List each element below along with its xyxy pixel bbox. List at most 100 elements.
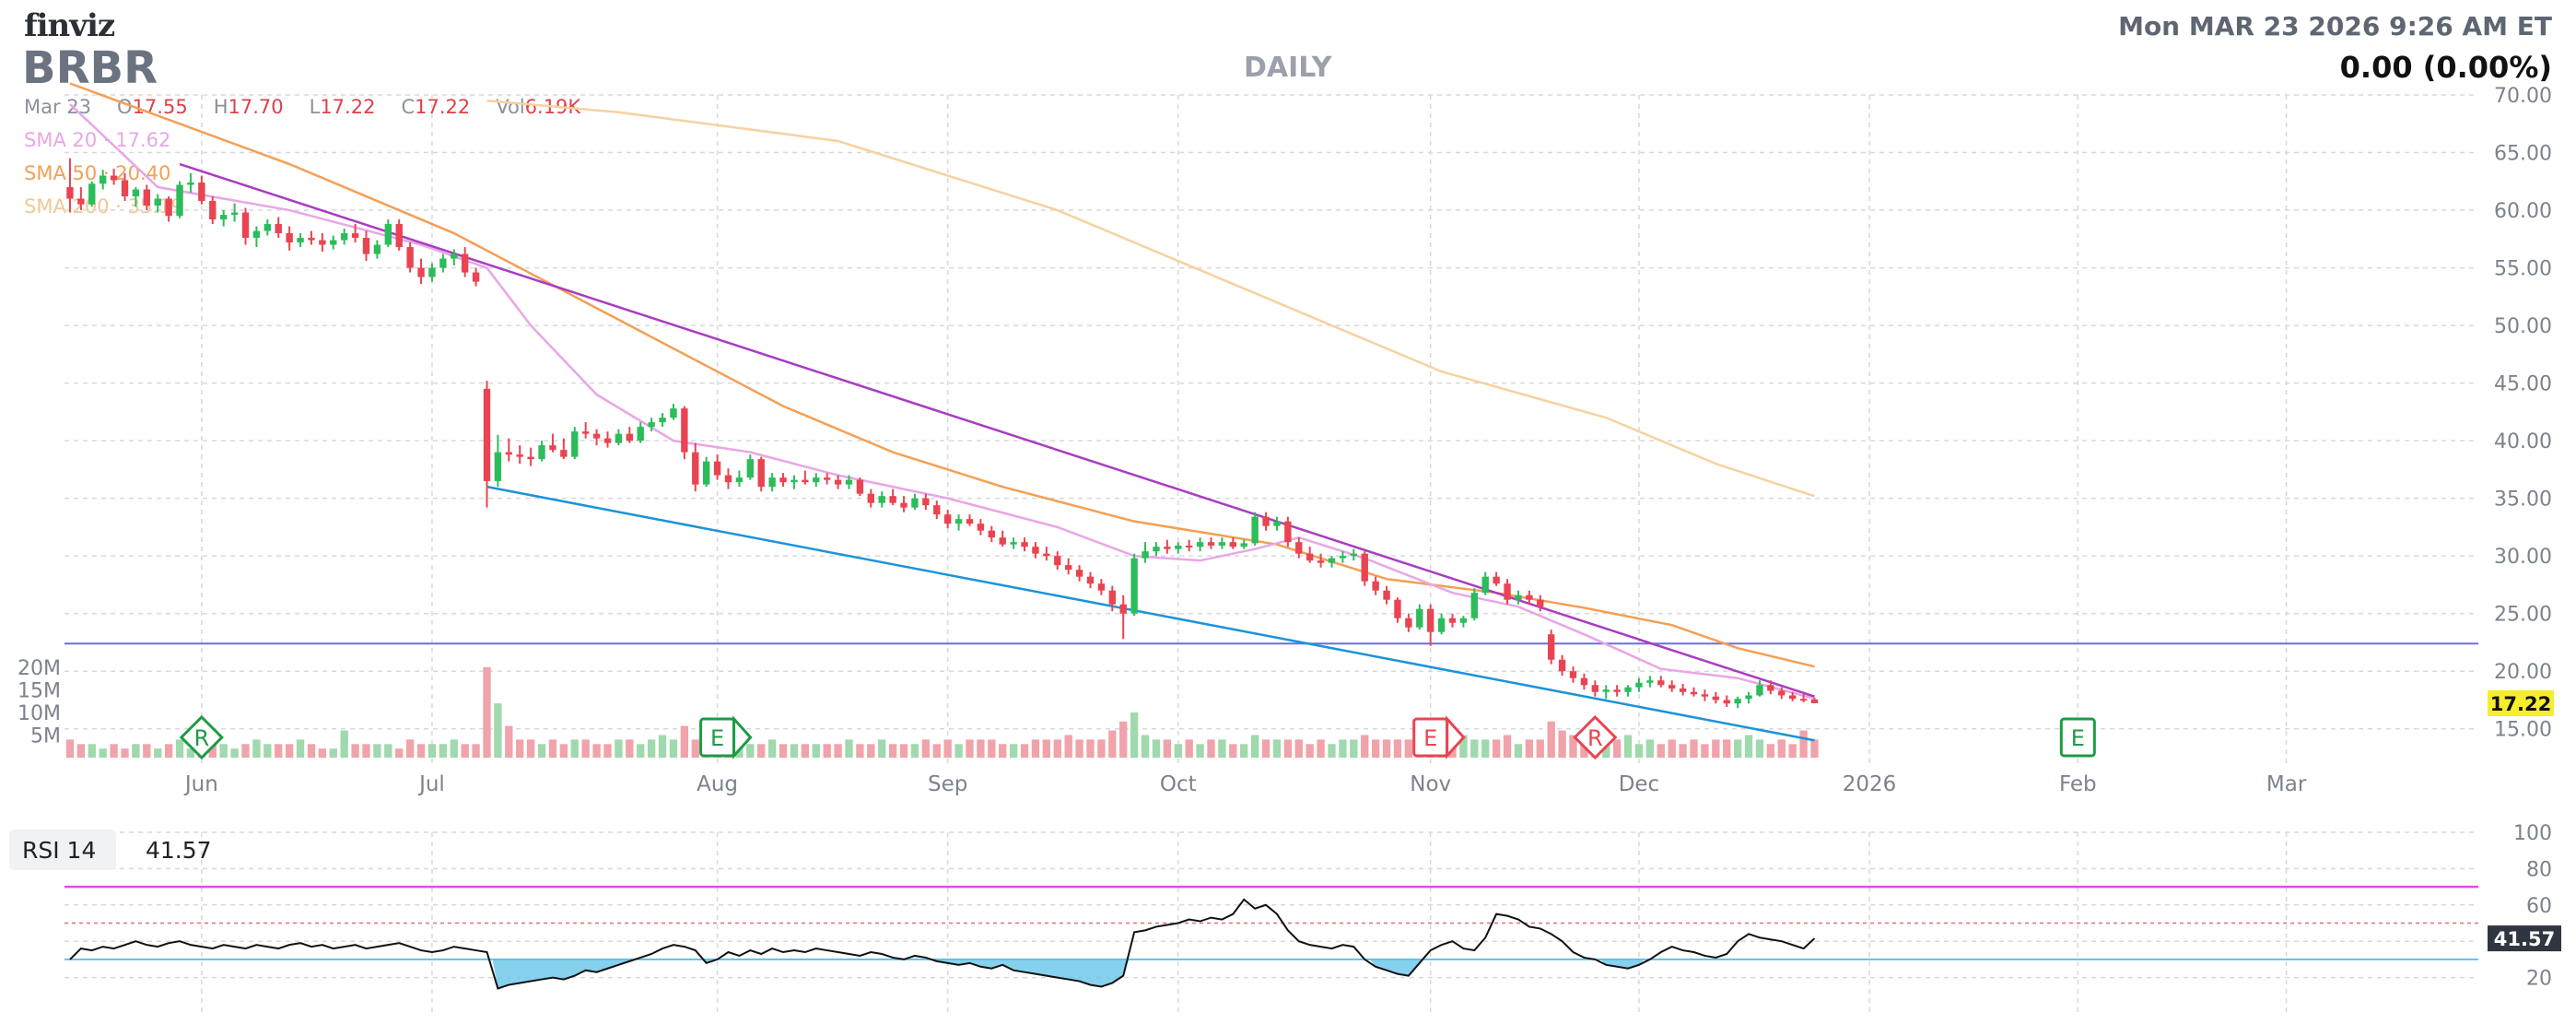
- volume-label: Vol: [496, 96, 525, 118]
- candle-body: [286, 233, 293, 243]
- volume-bar: [373, 744, 381, 758]
- volume-bar: [395, 748, 404, 758]
- volume-bar: [592, 744, 601, 758]
- rsi-last-label: 41.57: [2494, 928, 2555, 950]
- candle-body: [362, 238, 370, 254]
- volume-bar: [779, 744, 788, 758]
- candle-body: [1306, 553, 1314, 561]
- volume-bar: [1371, 739, 1380, 758]
- candle-body: [1580, 677, 1588, 686]
- volume-bar: [878, 739, 886, 758]
- volume-bar: [351, 744, 359, 758]
- candle-body: [516, 454, 523, 457]
- sma20-legend: SMA 20 · 17.62: [24, 129, 171, 151]
- candle-body: [351, 233, 359, 239]
- event-marker-label: E: [2071, 725, 2085, 751]
- volume-bar: [427, 744, 437, 758]
- candle-body: [571, 431, 579, 457]
- volume-bar: [1272, 739, 1282, 758]
- price-tick-label: 50.00: [2494, 315, 2552, 338]
- volume-bar: [1733, 739, 1742, 758]
- candle-body: [384, 224, 392, 245]
- candle-body: [1679, 688, 1687, 692]
- volume-bar: [999, 744, 1007, 758]
- volume-bar: [1185, 739, 1193, 758]
- candle-body: [1657, 680, 1665, 686]
- candle-body: [1537, 599, 1544, 607]
- open-value: 17.55: [132, 96, 188, 118]
- volume-bar: [1558, 730, 1566, 758]
- candle-body: [1196, 542, 1204, 547]
- volume-bar: [318, 748, 327, 758]
- volume-bar: [1766, 744, 1775, 758]
- month-label: Sep: [928, 772, 967, 796]
- candle-body: [1459, 618, 1468, 623]
- volume-bar: [121, 748, 129, 758]
- event-marker-icon: [179, 714, 224, 760]
- volume-bar: [767, 739, 777, 758]
- finviz-logo[interactable]: finviz: [24, 7, 115, 44]
- candle-body: [834, 479, 842, 485]
- candle-body: [165, 198, 172, 217]
- volume-tick-label: 5M: [30, 724, 61, 748]
- rsi-last-badge: [2488, 925, 2561, 952]
- rsi-tick-label: 60: [2526, 895, 2552, 918]
- candle-body: [527, 456, 534, 460]
- volume-bar: [1755, 739, 1764, 758]
- datetime-label: Mon MAR 23 2026 9:26 AM ET: [2118, 11, 2552, 41]
- candle-body: [900, 502, 907, 508]
- candle-body: [648, 422, 655, 428]
- candle-body: [1021, 542, 1028, 547]
- candle-body: [1295, 542, 1303, 554]
- close-label: C: [401, 96, 416, 118]
- candle-body: [1558, 659, 1566, 672]
- event-marker-label: R: [194, 725, 210, 751]
- candle-body: [615, 433, 623, 443]
- volume-bar: [691, 739, 699, 758]
- candle-body: [581, 431, 590, 434]
- volume-bar: [483, 666, 491, 758]
- candle-body: [252, 230, 261, 239]
- candle-body: [1426, 608, 1434, 632]
- candle-body: [1175, 545, 1182, 549]
- candle-body: [1745, 695, 1752, 700]
- rsi-tick-label: 100: [2513, 822, 2552, 845]
- volume-bar: [615, 739, 623, 758]
- month-label: Jul: [417, 772, 445, 796]
- volume-bar: [637, 744, 645, 758]
- candle-body: [88, 183, 96, 205]
- volume-bar: [405, 739, 415, 758]
- candle-body: [1394, 599, 1401, 618]
- volume-bar: [132, 744, 140, 758]
- candle-body: [911, 498, 919, 508]
- candle-body: [1646, 680, 1654, 683]
- volume-bar: [1350, 739, 1358, 758]
- candle-body: [1108, 590, 1117, 605]
- candle-body: [439, 258, 447, 268]
- volume-bar: [658, 735, 667, 758]
- candle-body: [230, 212, 239, 216]
- candle-body: [241, 212, 250, 239]
- high-label: H: [213, 96, 228, 118]
- candle-body: [724, 475, 732, 483]
- volume-bar: [1536, 739, 1544, 758]
- volume-bar: [65, 739, 75, 758]
- volume-bar: [1250, 735, 1259, 758]
- candle-body: [1273, 521, 1281, 526]
- volume-bar: [1064, 735, 1072, 758]
- candle-body: [1086, 576, 1095, 584]
- volume-bar: [1503, 735, 1512, 758]
- volume-bar: [241, 744, 250, 758]
- candle-body: [1372, 581, 1379, 591]
- volume-bar: [647, 739, 656, 758]
- candle-body: [813, 477, 820, 483]
- event-marker-label: E: [1423, 725, 1437, 751]
- candle-body: [1130, 558, 1138, 614]
- volume-bar: [1404, 739, 1413, 758]
- rsi-label-box[interactable]: [9, 830, 116, 870]
- candle-body: [592, 433, 601, 439]
- volume-bar: [1218, 739, 1226, 758]
- volume-bar: [516, 739, 524, 758]
- volume-bar: [790, 744, 799, 758]
